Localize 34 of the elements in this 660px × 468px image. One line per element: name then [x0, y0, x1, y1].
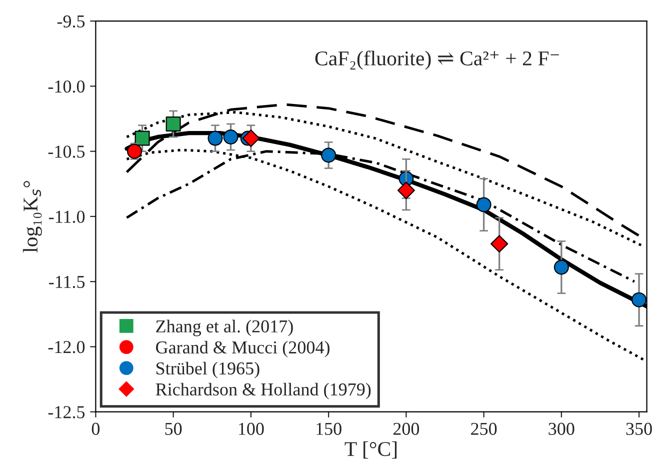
x-tick-label: 250 — [471, 422, 497, 435]
x-tick-label: 100 — [238, 422, 264, 435]
x-tick-label: 0 — [92, 422, 100, 435]
point — [166, 116, 181, 132]
legend-label: Strübel (1965) — [156, 362, 260, 378]
annotation: CaF₂(fluorite) ⇌ Ca²⁺ + 2 F⁻ — [315, 50, 559, 70]
x-tick-label: 50 — [165, 422, 182, 435]
point — [134, 130, 150, 146]
point — [632, 292, 647, 308]
point — [397, 182, 415, 200]
y-tick-label: -11.0 — [49, 210, 85, 223]
x-tick-label: 300 — [548, 422, 574, 435]
point — [242, 130, 260, 148]
point — [223, 129, 238, 144]
y-tick-label: -12.5 — [48, 406, 85, 418]
x-tick-label: 200 — [393, 422, 420, 435]
legend-label: Zhang et al. (2017) — [156, 320, 293, 336]
y-tick-label: -10.5 — [48, 146, 85, 158]
y-axis-title: log₁₀K$_{s}$° — [22, 181, 42, 252]
point — [127, 144, 142, 159]
point — [476, 197, 492, 212]
y-tick-label: -9.5 — [57, 15, 85, 28]
point — [208, 130, 223, 146]
x-tick-label: 350 — [626, 422, 652, 435]
legend-label: Richardson & Holland (1979) — [156, 382, 371, 400]
point — [490, 235, 508, 253]
x-axis-title: T [°C] — [344, 441, 397, 459]
y-tick-label: -10.0 — [48, 80, 85, 93]
point — [321, 148, 336, 163]
y-tick-label: -12.0 — [48, 340, 85, 354]
point — [554, 260, 569, 275]
y-tick-label: -11.5 — [49, 276, 85, 288]
x-tick-label: 150 — [316, 422, 342, 435]
legend-label: Garand & Mucci (2004) — [156, 340, 330, 358]
